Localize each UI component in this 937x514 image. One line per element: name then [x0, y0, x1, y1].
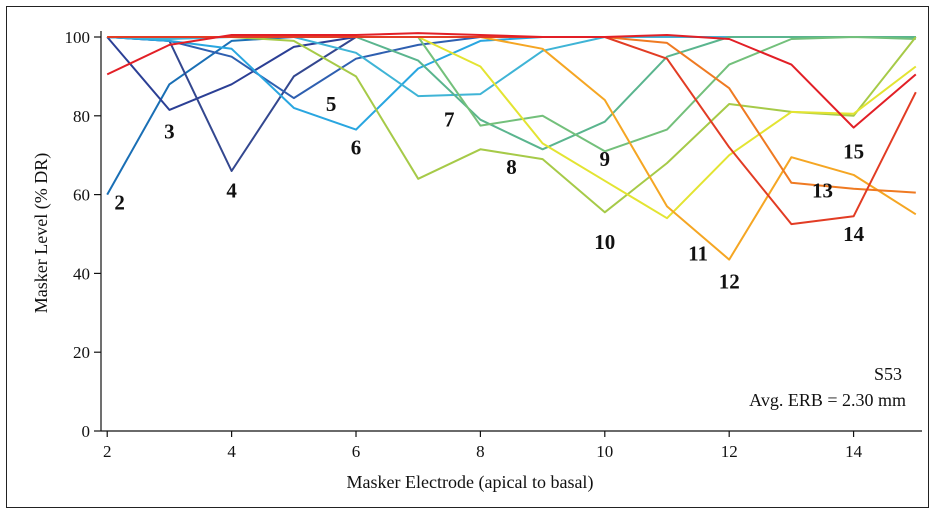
y-tick-label: 40 — [73, 264, 90, 283]
series-label-7: 7 — [444, 108, 455, 132]
series-label-6: 6 — [351, 135, 362, 159]
series-lines — [106, 32, 917, 261]
erb-annotation: Avg. ERB = 2.30 mm — [749, 390, 906, 410]
series-label-10: 10 — [594, 230, 615, 254]
series-label-5: 5 — [326, 92, 337, 116]
x-tick-label: 6 — [352, 442, 361, 461]
series-label-13: 13 — [812, 179, 833, 203]
y-tick-label: 0 — [82, 422, 91, 441]
series-label-11: 11 — [688, 242, 708, 266]
series-label-12: 12 — [719, 269, 740, 293]
series-line-15 — [106, 32, 917, 129]
x-tick-label: 10 — [596, 442, 613, 461]
series-label-4: 4 — [226, 179, 237, 203]
x-tick-label: 8 — [476, 442, 485, 461]
x-tick-label: 12 — [721, 442, 738, 461]
y-tick-label: 20 — [73, 343, 90, 362]
series-label-15: 15 — [843, 139, 864, 163]
y-tick-label: 100 — [65, 28, 91, 47]
series-line-8 — [107, 36, 916, 151]
series-label-8: 8 — [506, 155, 517, 179]
y-axis-title: Masker Level (% DR) — [31, 153, 52, 313]
series-label-2: 2 — [114, 190, 125, 214]
series-label-14: 14 — [843, 222, 865, 246]
series-line-12 — [107, 36, 917, 261]
series-labels: 2 3 4 56 7 8 9 10 11 12 13 14 15 — [114, 92, 864, 293]
y-ticks: 0 20 40 60 80 100 — [65, 28, 101, 441]
x-axis-title: Masker Electrode (apical to basal) — [347, 472, 594, 493]
subject-annotation: S53 — [874, 364, 902, 384]
y-tick-label: 80 — [73, 107, 90, 126]
x-ticks: 2 4 6 8 10 12 14 — [103, 431, 863, 461]
series-line-6 — [107, 36, 916, 131]
x-tick-label: 2 — [103, 442, 112, 461]
series-label-9: 9 — [600, 147, 611, 171]
x-tick-label: 4 — [227, 442, 236, 461]
axes — [100, 31, 922, 432]
y-tick-label: 60 — [73, 186, 90, 205]
series-label-3: 3 — [164, 120, 175, 144]
figure-frame — [6, 6, 929, 508]
x-tick-label: 14 — [845, 442, 863, 461]
